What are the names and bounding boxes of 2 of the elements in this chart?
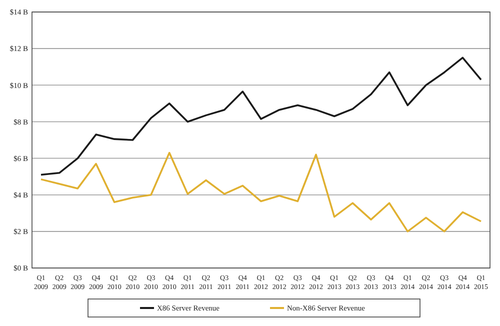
line-series — [40, 152, 482, 232]
line-series — [40, 56, 482, 176]
